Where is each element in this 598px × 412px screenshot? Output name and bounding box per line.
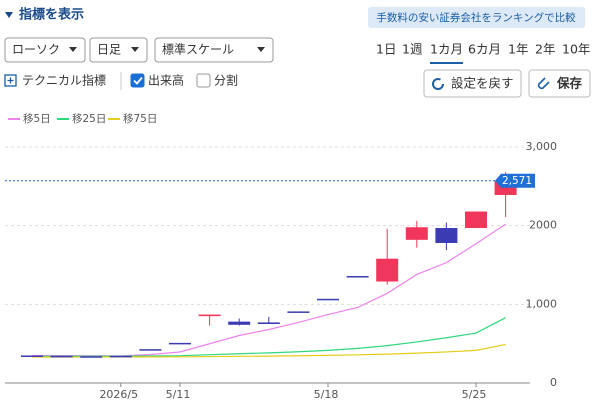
select-box[interactable]: [89, 37, 148, 63]
candle-body: [465, 211, 487, 229]
x-tick-label: 2026/5: [99, 388, 138, 401]
candle-body: [139, 349, 162, 351]
moving-average-line: [31, 223, 506, 357]
period-button[interactable]: 1カ月: [430, 42, 463, 57]
candle-body: [50, 355, 73, 358]
legend-label: 移5日: [23, 112, 51, 125]
toggle-label[interactable]: 指標を表示: [19, 7, 84, 23]
candle-body: [80, 356, 103, 358]
select-box[interactable]: [4, 37, 86, 63]
reset-icon: [432, 78, 444, 90]
period-button[interactable]: 6カ月: [468, 42, 501, 57]
technical-label[interactable]: テクニカル指標: [22, 73, 106, 88]
period-button[interactable]: 2年: [535, 42, 555, 57]
candle-body: [257, 322, 280, 324]
compare-button-label[interactable]: 手数料の安い証券会社をランキングで比較: [376, 11, 576, 24]
period-button[interactable]: 1年: [508, 42, 528, 57]
x-tick-label: 5/18: [314, 388, 339, 401]
select-arrow: [69, 47, 77, 52]
select-arrow: [131, 47, 139, 52]
checkbox[interactable]: [130, 73, 145, 88]
x-tick-label: 5/25: [462, 388, 487, 401]
candle-body: [198, 314, 221, 317]
candle-body: [109, 355, 132, 358]
candle-body: [435, 228, 458, 243]
checkbox-label[interactable]: 出来高: [148, 73, 184, 88]
plus-sign: [7, 77, 14, 84]
checkmark: [133, 76, 143, 85]
select-label[interactable]: 日足: [97, 43, 121, 57]
reset-button[interactable]: [423, 69, 522, 98]
checkbox[interactable]: [196, 73, 211, 88]
candle-body: [346, 276, 369, 278]
save-icon: [537, 77, 550, 90]
y-tick-label: 0: [550, 376, 557, 389]
select-label[interactable]: 標準スケール: [162, 42, 234, 57]
candle-body: [317, 298, 339, 301]
legend-label: 移75日: [123, 112, 157, 125]
period-button[interactable]: 10年: [562, 42, 590, 57]
candle-body: [228, 321, 251, 325]
toggle-arrow[interactable]: [5, 12, 13, 18]
candle-body: [405, 227, 428, 240]
y-tick-label: 1,000: [526, 297, 558, 310]
y-tick-label: 2000: [529, 219, 557, 232]
save-button[interactable]: [528, 69, 591, 98]
reset-label[interactable]: 設定を戻す: [451, 76, 514, 91]
period-button[interactable]: 1日: [376, 42, 396, 57]
x-tick-label: 5/11: [166, 388, 191, 401]
candle-body: [287, 311, 310, 313]
price-tag: [495, 173, 535, 188]
candle-body: [21, 355, 43, 357]
plus-icon[interactable]: [4, 74, 17, 87]
candle-body: [376, 258, 399, 282]
legend-label: 移25日: [72, 112, 106, 125]
y-tick-label: 3,000: [526, 140, 558, 153]
select-label[interactable]: ローソク: [12, 43, 60, 57]
period-button[interactable]: 1週: [402, 42, 423, 57]
select-box[interactable]: [154, 37, 274, 63]
moving-average-line: [32, 343, 506, 358]
candle-body: [169, 342, 191, 345]
compare-button[interactable]: [368, 7, 585, 28]
save-label[interactable]: 保存: [556, 76, 583, 91]
select-arrow: [257, 47, 265, 52]
checkbox-label[interactable]: 分割: [214, 73, 238, 88]
price-tag-label: 2,571: [502, 175, 532, 187]
